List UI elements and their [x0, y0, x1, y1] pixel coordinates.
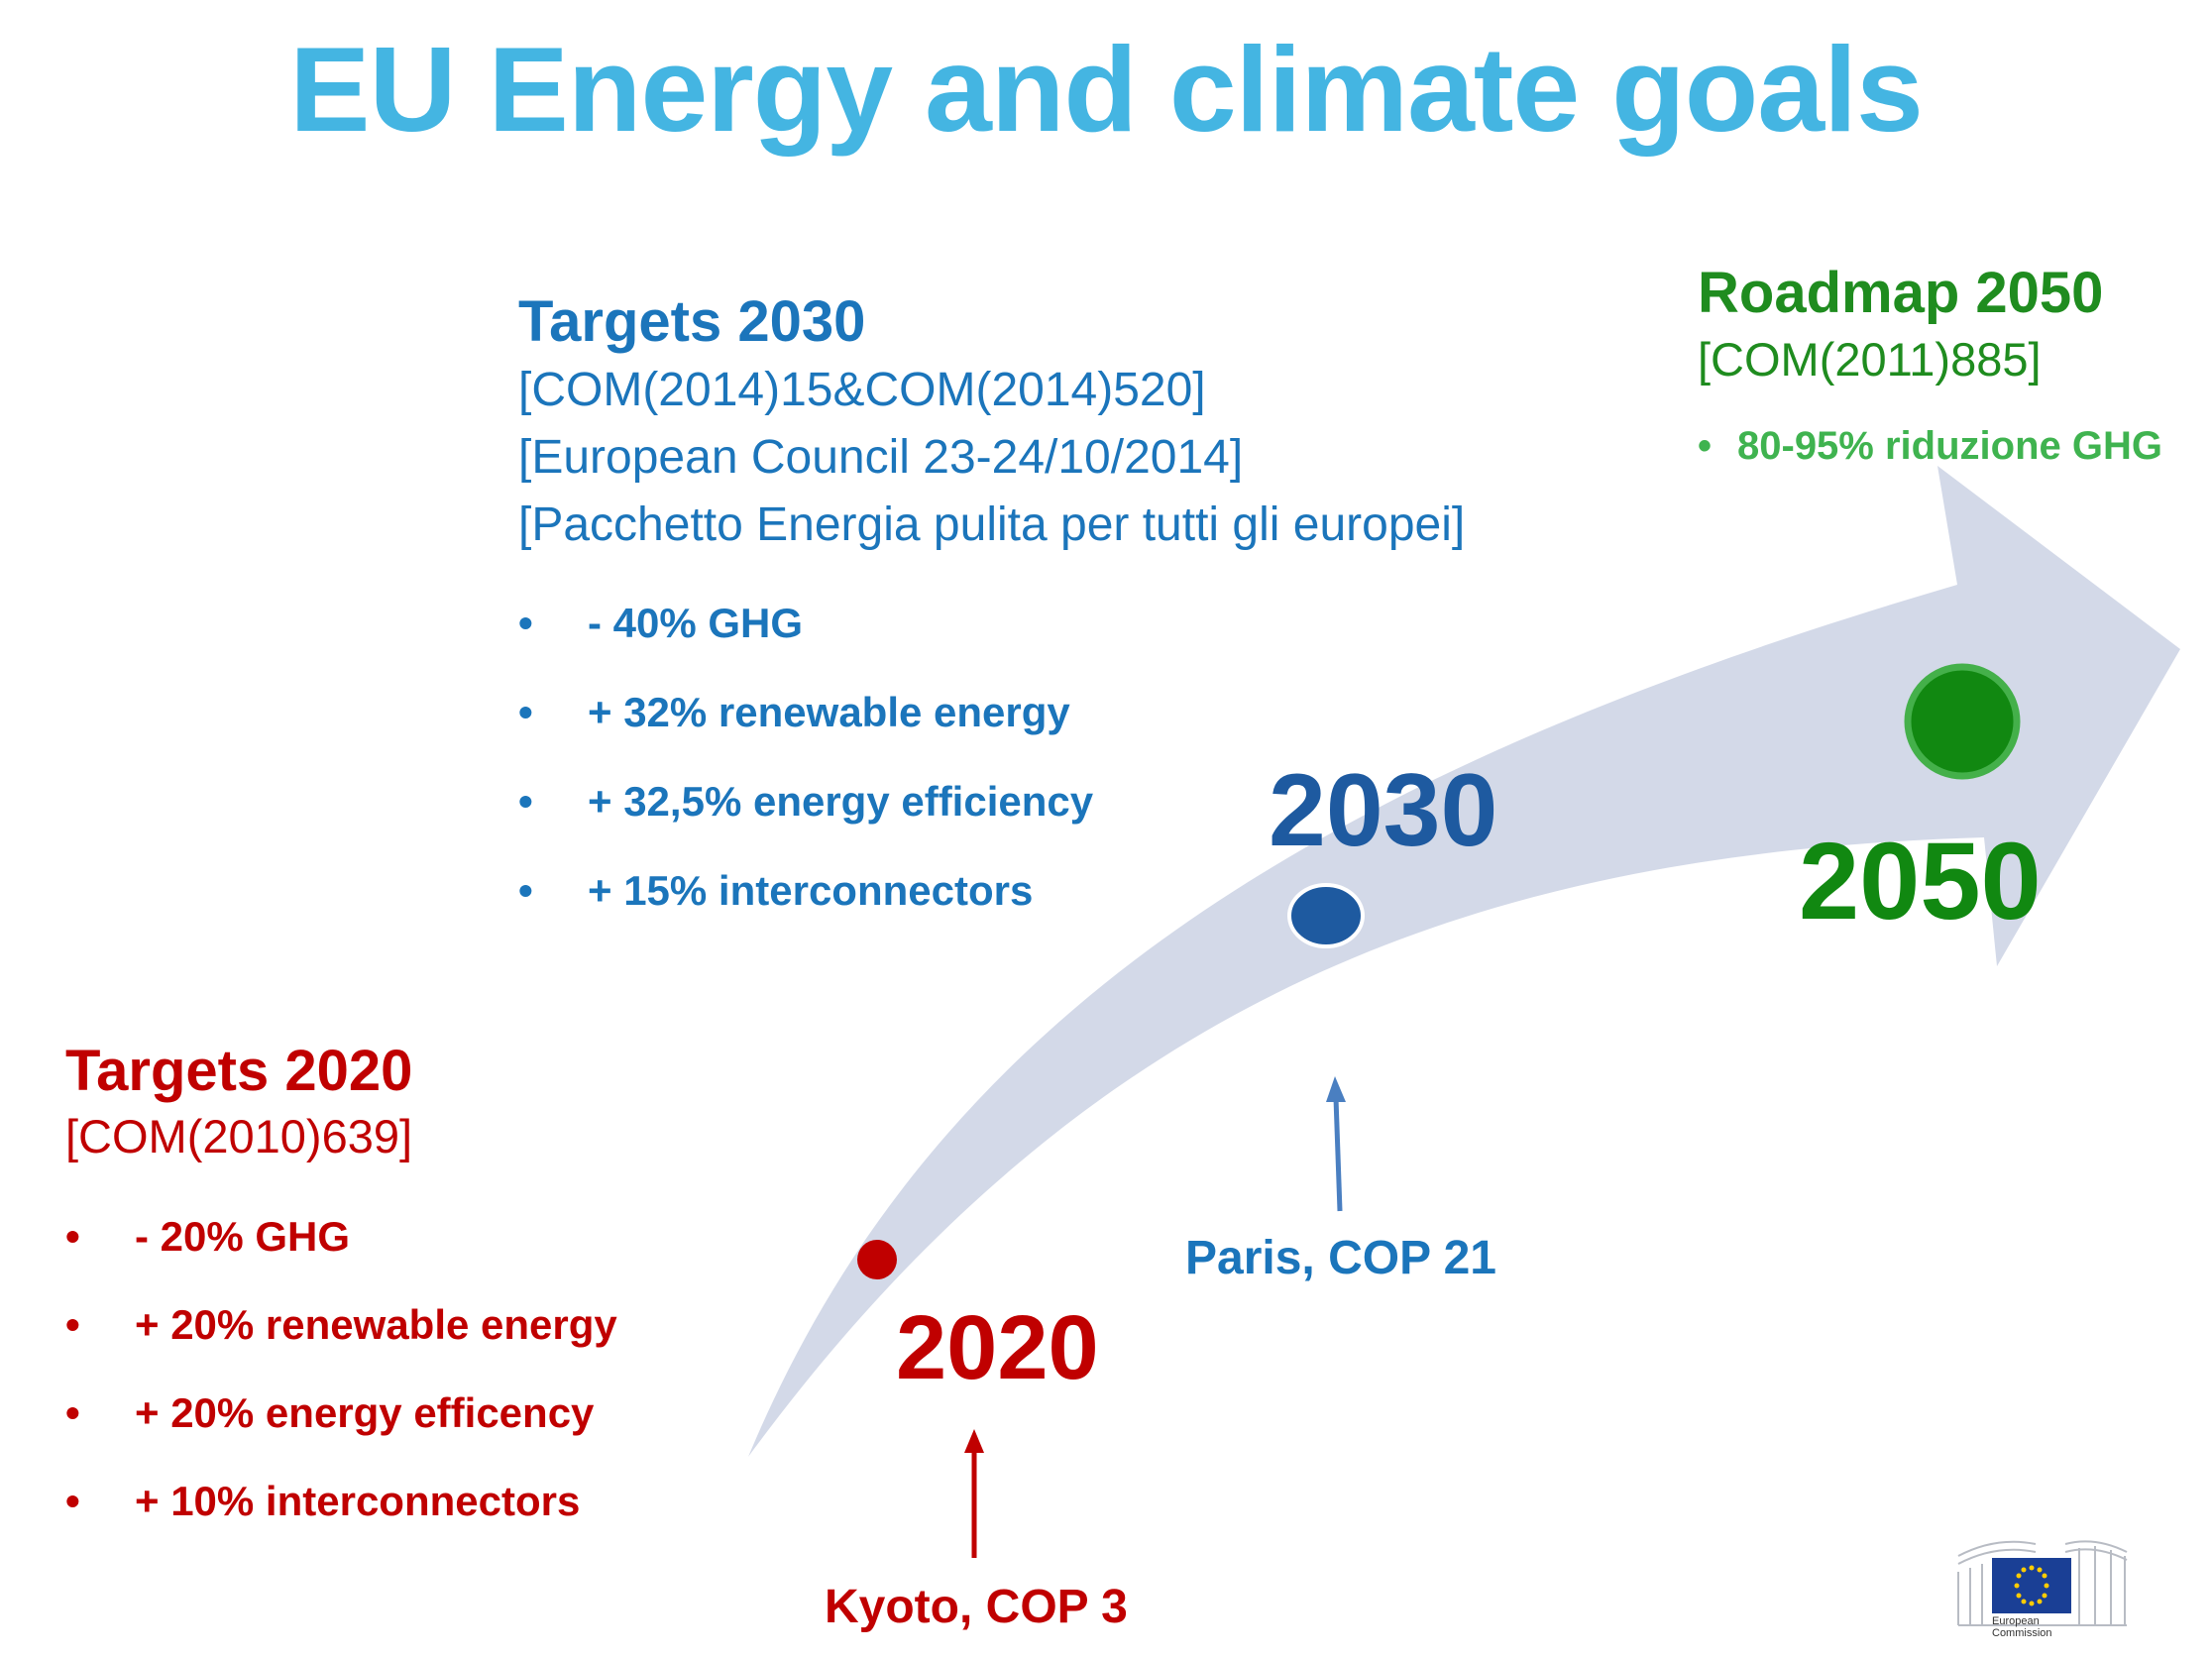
targets-2030-ref-1: [COM(2014)15&COM(2014)520]: [518, 364, 1206, 416]
bullet-icon: •: [65, 1301, 80, 1348]
milestone-2030-dot: [1287, 883, 1365, 948]
list-item: • + 15% interconnectors: [518, 846, 1465, 936]
list-item-text: + 32,5% energy efficiency: [588, 778, 1094, 825]
list-item-text: + 20% renewable energy: [135, 1301, 617, 1348]
milestone-2020-dot: [857, 1240, 897, 1279]
roadmap-2050-list: • 80-95% riduzione GHG: [1698, 418, 2162, 474]
bullet-icon: •: [518, 689, 533, 735]
logo-text-line1: European: [1992, 1615, 2040, 1627]
commission-building-icon: [1957, 1540, 2128, 1626]
list-item: • - 20% GHG: [65, 1192, 617, 1280]
bullet-icon: •: [518, 778, 533, 825]
european-commission-logo: European Commission: [1956, 1526, 2131, 1643]
year-2030-label: 2030: [1269, 753, 1498, 868]
paris-cop21-label: Paris, COP 21: [1185, 1232, 1496, 1284]
list-item: • + 32% renewable energy: [518, 668, 1465, 757]
kyoto-cop3-label: Kyoto, COP 3: [825, 1581, 1128, 1633]
targets-2020-ref: [COM(2010)639]: [65, 1110, 413, 1162]
list-item-text: - 20% GHG: [135, 1213, 351, 1260]
year-2050-label: 2050: [1799, 821, 2042, 942]
list-item: • - 40% GHG: [518, 579, 1465, 668]
milestone-2050-dot: [1904, 663, 2021, 780]
roadmap-2050-heading: Roadmap 2050: [1698, 261, 2104, 325]
year-2020-label: 2020: [896, 1297, 1099, 1398]
list-item-text: + 32% renewable energy: [588, 689, 1070, 735]
bullet-icon: •: [1698, 424, 1713, 468]
roadmap-2050-ref: [COM(2011)885]: [1698, 333, 2042, 386]
list-item: • + 20% energy efficency: [65, 1369, 617, 1457]
timeline-curved-arrow: [748, 466, 2180, 1457]
targets-2020-list: • - 20% GHG • + 20% renewable energy • +…: [65, 1192, 617, 1545]
list-item: • 80-95% riduzione GHG: [1698, 418, 2162, 474]
targets-2020-block: Targets 2020 [COM(2010)639] • - 20% GHG …: [65, 1036, 617, 1545]
list-item-text: + 15% interconnectors: [588, 867, 1034, 914]
bullet-icon: •: [65, 1478, 80, 1524]
targets-2030-heading: Targets 2030: [518, 289, 866, 354]
targets-2030-ref-2: [European Council 23-24/10/2014]: [518, 431, 1244, 484]
list-item-text: 80-95% riduzione GHG: [1737, 424, 2162, 468]
list-item-text: + 20% energy efficency: [135, 1389, 595, 1436]
list-item: • + 32,5% energy efficiency: [518, 757, 1465, 846]
list-item: • + 10% interconnectors: [65, 1457, 617, 1545]
bullet-icon: •: [65, 1389, 80, 1436]
bullet-icon: •: [65, 1213, 80, 1260]
list-item-text: + 10% interconnectors: [135, 1478, 581, 1524]
targets-2020-heading: Targets 2020: [65, 1039, 413, 1103]
list-item: • + 20% renewable energy: [65, 1280, 617, 1369]
targets-2030-ref-3: [Pacchetto Energia pulita per tutti gli …: [518, 498, 1466, 551]
bullet-icon: •: [518, 867, 533, 914]
roadmap-2050-block: Roadmap 2050 [COM(2011)885] • 80-95% rid…: [1698, 258, 2162, 474]
targets-2030-list: • - 40% GHG • + 32% renewable energy • +…: [518, 579, 1465, 936]
bullet-icon: •: [518, 600, 533, 646]
page-title: EU Energy and climate goals: [289, 22, 1924, 157]
logo-text-line2: Commission: [1992, 1627, 2052, 1639]
list-item-text: - 40% GHG: [588, 600, 804, 646]
paris-arrow: [1326, 1076, 1346, 1212]
kyoto-arrow: [964, 1429, 984, 1558]
targets-2030-block: Targets 2030 [COM(2014)15&COM(2014)520] …: [518, 287, 1465, 936]
